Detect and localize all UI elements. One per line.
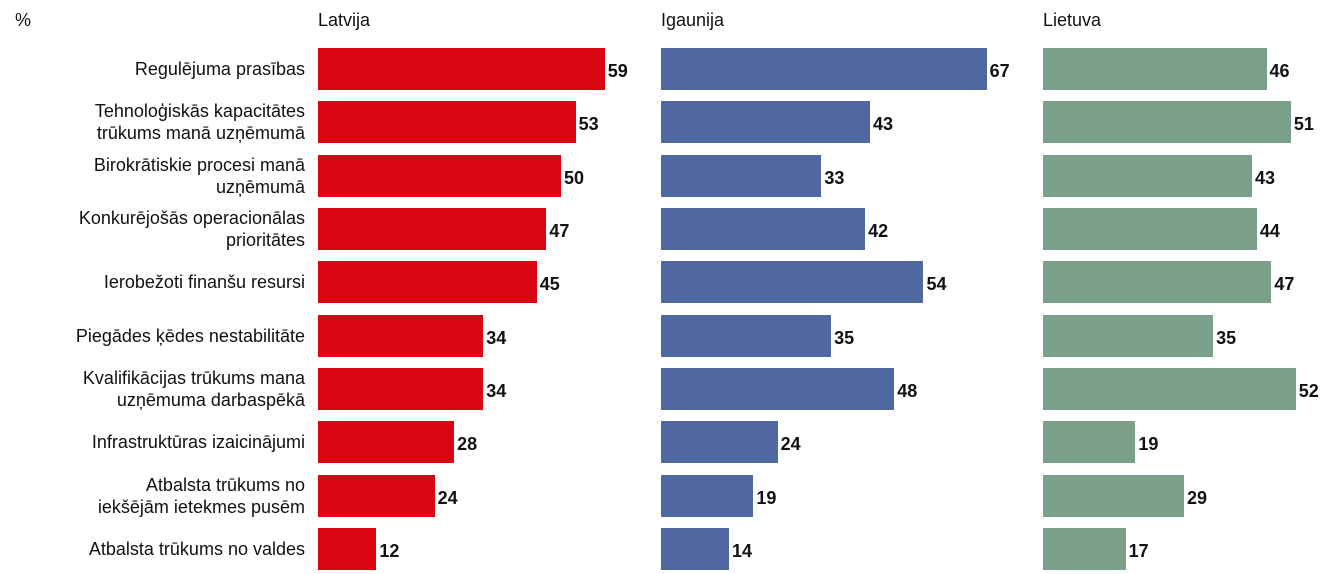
- value-label: 51: [1293, 114, 1314, 135]
- value-label: 24: [780, 434, 801, 455]
- bar: [1043, 48, 1267, 90]
- bar: [318, 421, 455, 464]
- bar: [1043, 208, 1257, 251]
- bar: [318, 474, 435, 517]
- value-label: 47: [549, 221, 570, 242]
- category-label: Piegādes ķēdes nestabilitāte: [75, 325, 305, 346]
- value-label: 53: [578, 114, 599, 135]
- value-label: 43: [872, 114, 893, 135]
- bar: [1043, 261, 1272, 304]
- category-label: Kvalifikācijas trūkums mana uzņēmuma dar…: [82, 368, 305, 411]
- value-label: 24: [437, 487, 458, 508]
- category-label: Birokrātiskie procesi manā uzņēmumā: [93, 154, 305, 197]
- value-label: 17: [1128, 541, 1149, 562]
- bar: [661, 528, 730, 571]
- bar: [1043, 421, 1136, 464]
- value-label: 67: [989, 61, 1010, 81]
- value-label: 29: [1186, 487, 1207, 508]
- value-label: 14: [732, 541, 753, 562]
- value-label: 19: [1138, 434, 1159, 455]
- value-label: 59: [607, 61, 628, 81]
- bar: [661, 368, 895, 411]
- bar: [1043, 368, 1296, 411]
- bar: [318, 101, 576, 144]
- value-label: 43: [1254, 167, 1275, 188]
- panel-title: Latvija: [318, 10, 371, 30]
- panel-title: Igaunija: [661, 10, 725, 30]
- value-label: 12: [379, 541, 400, 562]
- bar: [318, 154, 561, 197]
- category-label: Ierobežoti finanšu resursi: [103, 272, 305, 293]
- value-label: 35: [834, 327, 855, 348]
- bar: [318, 528, 377, 571]
- category-label: Atbalsta trūkums no iekšējām ietekmes pu…: [97, 474, 305, 517]
- category-label: Tehnoloģiskās kapacitātes trūkums manā u…: [94, 101, 305, 144]
- value-label: 52: [1298, 381, 1319, 402]
- panel-title: Lietuva: [1043, 10, 1102, 30]
- value-label: 42: [868, 221, 889, 242]
- bar: [661, 314, 832, 357]
- unit-label: %: [15, 10, 32, 30]
- bar: [318, 368, 484, 411]
- category-label: Atbalsta trūkums no valdes: [88, 539, 305, 560]
- category-label: Konkurējošās operacionālas prioritātes: [78, 208, 305, 251]
- value-label: 34: [486, 381, 507, 402]
- value-label: 44: [1259, 221, 1280, 242]
- bar: [318, 314, 484, 357]
- bar: [661, 474, 754, 517]
- value-label: 48: [897, 381, 918, 402]
- bar: [318, 208, 547, 251]
- value-label: 19: [756, 487, 777, 508]
- value-label: 45: [539, 274, 560, 295]
- bar: [661, 208, 866, 251]
- category-label: Regulējuma prasības: [134, 59, 305, 79]
- value-label: 50: [564, 167, 585, 188]
- bar: [1043, 528, 1126, 571]
- value-label: 28: [457, 434, 478, 455]
- bar: [1043, 314, 1214, 357]
- bar: [1043, 474, 1184, 517]
- value-label: 46: [1269, 61, 1290, 81]
- value-label: 33: [824, 167, 845, 188]
- bar: [661, 154, 822, 197]
- bar: [661, 261, 924, 304]
- bar: [1043, 101, 1291, 144]
- value-label: 35: [1216, 327, 1237, 348]
- bar: [661, 101, 870, 144]
- value-label: 54: [926, 274, 947, 295]
- bar: [318, 261, 537, 304]
- value-label: 47: [1274, 274, 1295, 295]
- bar: [318, 48, 605, 90]
- bar: [661, 421, 778, 464]
- category-label: Infrastruktūras izaicinājumi: [91, 432, 305, 453]
- bar: [661, 48, 987, 90]
- value-label: 34: [486, 327, 507, 348]
- bar: [1043, 154, 1252, 197]
